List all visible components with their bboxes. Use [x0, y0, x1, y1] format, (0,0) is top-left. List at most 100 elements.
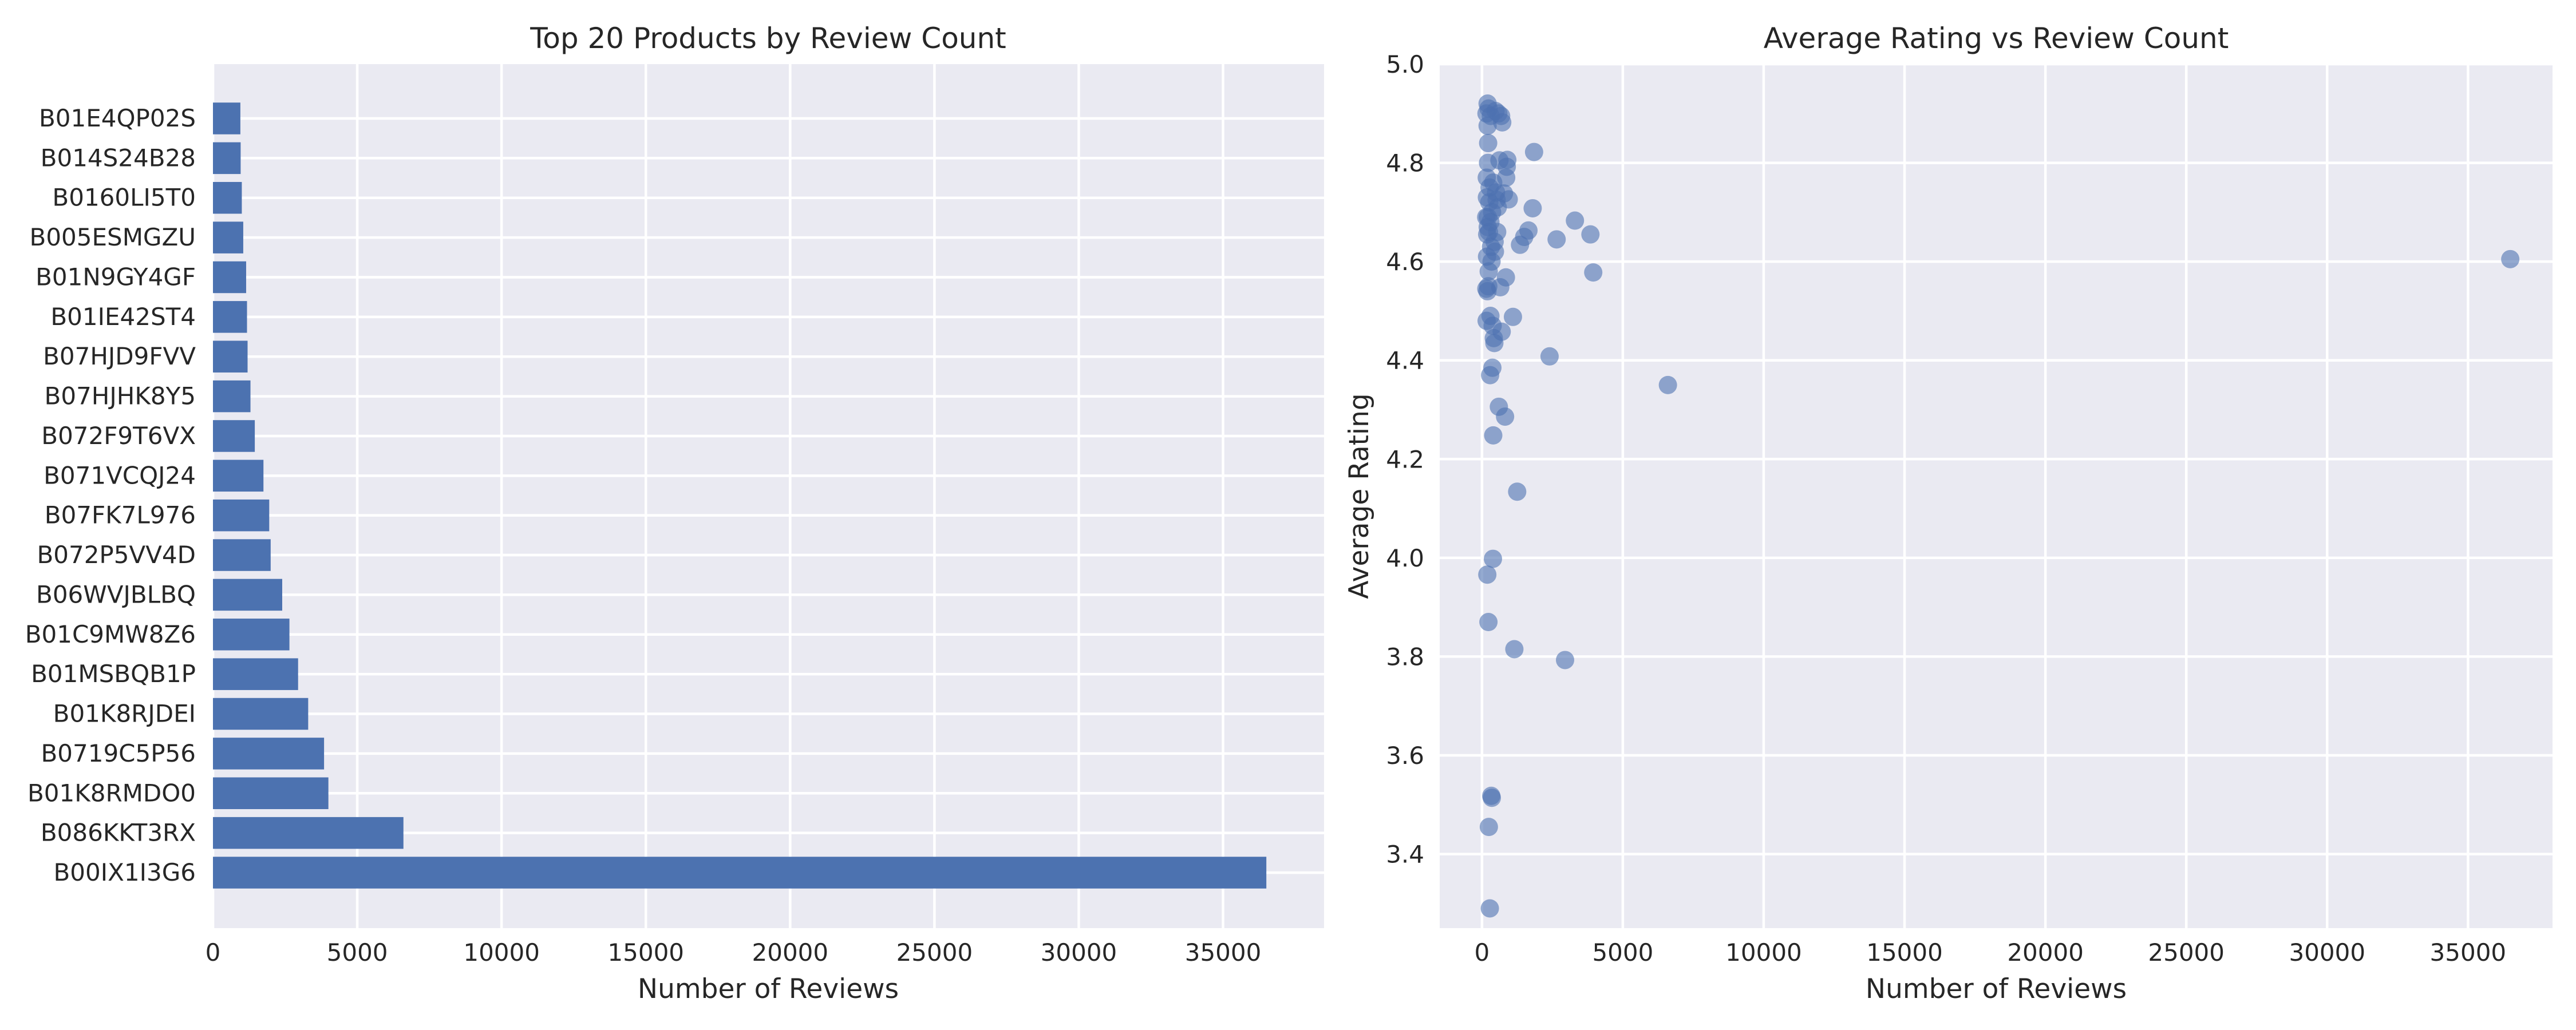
scatter-plot-area: [1440, 64, 2553, 928]
scatter-point: [1479, 613, 1498, 632]
scatter-x-tick-label: 20000: [2007, 938, 2084, 966]
bar-category-label: B07HJHK8Y5: [45, 382, 196, 410]
scatter-point: [1477, 188, 1496, 207]
bar-series: [213, 102, 1267, 889]
scatter-point: [1479, 153, 1498, 172]
bar-B01K8RMDO0: [213, 777, 329, 810]
scatter-point: [1511, 235, 1530, 254]
bar-B01E4QP02S: [213, 102, 240, 134]
bar-category-label: B01MSBQB1P: [31, 660, 196, 688]
scatter-x-axis-label: Number of Reviews: [1866, 973, 2127, 1005]
scatter-gridlines: [1440, 62, 2553, 928]
bar-B072P5VV4D: [213, 539, 271, 571]
scatter-point: [1482, 786, 1501, 805]
bar-category-label: B005ESMGZU: [30, 223, 196, 251]
bar-chart: B01E4QP02S B014S24B28 B0160LI5T0 B005ESMGZU…: [25, 22, 1324, 1005]
scatter-point: [1481, 366, 1500, 385]
scatter-y-axis-label: Average Rating: [1344, 393, 1375, 599]
scatter-point: [1477, 247, 1496, 266]
scatter-y-tick-label: 3.8: [1386, 643, 1424, 671]
bar-B01IE42ST4: [213, 301, 247, 333]
bar-B086KKT3RX: [213, 817, 404, 849]
scatter-point: [1584, 263, 1603, 282]
scatter-y-tick-label: 4.8: [1386, 149, 1424, 177]
scatter-point: [1658, 375, 1677, 394]
scatter-point: [1556, 651, 1575, 670]
scatter-point: [1477, 104, 1496, 123]
scatter-point: [1581, 225, 1600, 244]
scatter-point: [1477, 168, 1496, 187]
bar-category-label: B086KKT3RX: [41, 819, 196, 847]
bar-x-tick-label: 15000: [607, 938, 684, 966]
scatter-y-tick-label: 4.0: [1386, 544, 1424, 572]
scatter-point: [1477, 225, 1496, 244]
scatter-point: [1503, 307, 1522, 326]
bar-category-label: B071VCQJ24: [44, 461, 196, 489]
bar-category-label: B072F9T6VX: [41, 422, 196, 450]
scatter-x-tick-label: 30000: [2289, 938, 2365, 966]
scatter-point: [1508, 482, 1527, 501]
scatter-y-tick-labels: 3.4 3.6 3.8 4.0 4.2 4.4 4.6 4.8 5.0: [1386, 50, 1424, 869]
bar-B0719C5P56: [213, 738, 325, 770]
bar-B06WVJBLBQ: [213, 579, 282, 611]
scatter-point: [1478, 565, 1497, 584]
bar-category-label: B0160LI5T0: [52, 184, 196, 212]
scatter-point: [1484, 426, 1503, 445]
bar-category-label: B06WVJBLBQ: [36, 580, 196, 608]
bar-chart-title: Top 20 Products by Review Count: [530, 22, 1006, 55]
scatter-point: [1480, 899, 1499, 918]
scatter-x-tick-label: 35000: [2430, 938, 2507, 966]
bar-x-tick-label: 30000: [1041, 938, 1117, 966]
scatter-point: [1524, 142, 1543, 161]
scatter-y-tick-label: 3.4: [1386, 841, 1424, 869]
bar-category-label: B01IE42ST4: [50, 303, 196, 331]
bar-gridlines: [211, 64, 1324, 928]
scatter-series: [1477, 94, 2520, 918]
scatter-point: [1490, 397, 1508, 416]
scatter-y-tick-label: 4.6: [1386, 248, 1424, 276]
bar-x-tick-label: 35000: [1185, 938, 1262, 966]
bar-x-tick-label: 10000: [463, 938, 540, 966]
bar-category-label: B0719C5P56: [41, 739, 196, 767]
scatter-point: [1477, 208, 1496, 227]
scatter-point: [2501, 249, 2520, 268]
bar-B0160LI5T0: [213, 181, 242, 214]
scatter-point: [1505, 640, 1524, 659]
bar-B01K8RJDEI: [213, 698, 309, 730]
bar-x-tick-label: 5000: [327, 938, 388, 966]
bar-category-label: B01K8RJDEI: [53, 700, 196, 728]
scatter-x-tick-labels: 0 5000 10000 15000 20000 25000 30000 35000: [1474, 938, 2506, 966]
bar-B005ESMGZU: [213, 221, 243, 253]
scatter-point: [1479, 134, 1498, 153]
bar-B07FK7L976: [213, 499, 270, 532]
scatter-point: [1477, 279, 1496, 298]
scatter-point: [1547, 230, 1566, 249]
scatter-point: [1477, 311, 1496, 330]
bar-x-tick-label: 0: [206, 938, 221, 966]
scatter-point: [1484, 549, 1503, 568]
bar-B072F9T6VX: [213, 420, 255, 452]
scatter-x-tick-label: 0: [1474, 938, 1490, 966]
scatter-point: [1479, 818, 1498, 837]
scatter-chart-title: Average Rating vs Review Count: [1764, 22, 2229, 55]
scatter-x-tick-label: 15000: [1866, 938, 1943, 966]
scatter-x-tick-label: 25000: [2148, 938, 2225, 966]
scatter-y-tick-label: 5.0: [1386, 50, 1424, 78]
scatter-chart: 0 5000 10000 15000 20000 25000 30000 35000 3.43…: [1344, 22, 2553, 1005]
bar-x-axis-label: Number of Reviews: [638, 973, 899, 1005]
scatter-y-tick-label: 4.2: [1386, 445, 1424, 473]
bar-B00IX1I3G6: [213, 857, 1267, 889]
scatter-y-tick-label: 3.6: [1386, 742, 1424, 770]
bar-x-tick-label: 25000: [896, 938, 973, 966]
scatter-x-tick-label: 10000: [1725, 938, 1802, 966]
bar-plot-area: [213, 64, 1324, 928]
scatter-point: [1523, 199, 1542, 217]
bar-category-label: B01K8RMDO0: [27, 779, 196, 807]
scatter-point: [1566, 211, 1585, 230]
bar-B01MSBQB1P: [213, 658, 298, 690]
scatter-point: [1479, 262, 1498, 281]
bar-B014S24B28: [213, 142, 241, 175]
bar-B071VCQJ24: [213, 459, 264, 492]
bar-category-label: B01E4QP02S: [39, 104, 196, 132]
